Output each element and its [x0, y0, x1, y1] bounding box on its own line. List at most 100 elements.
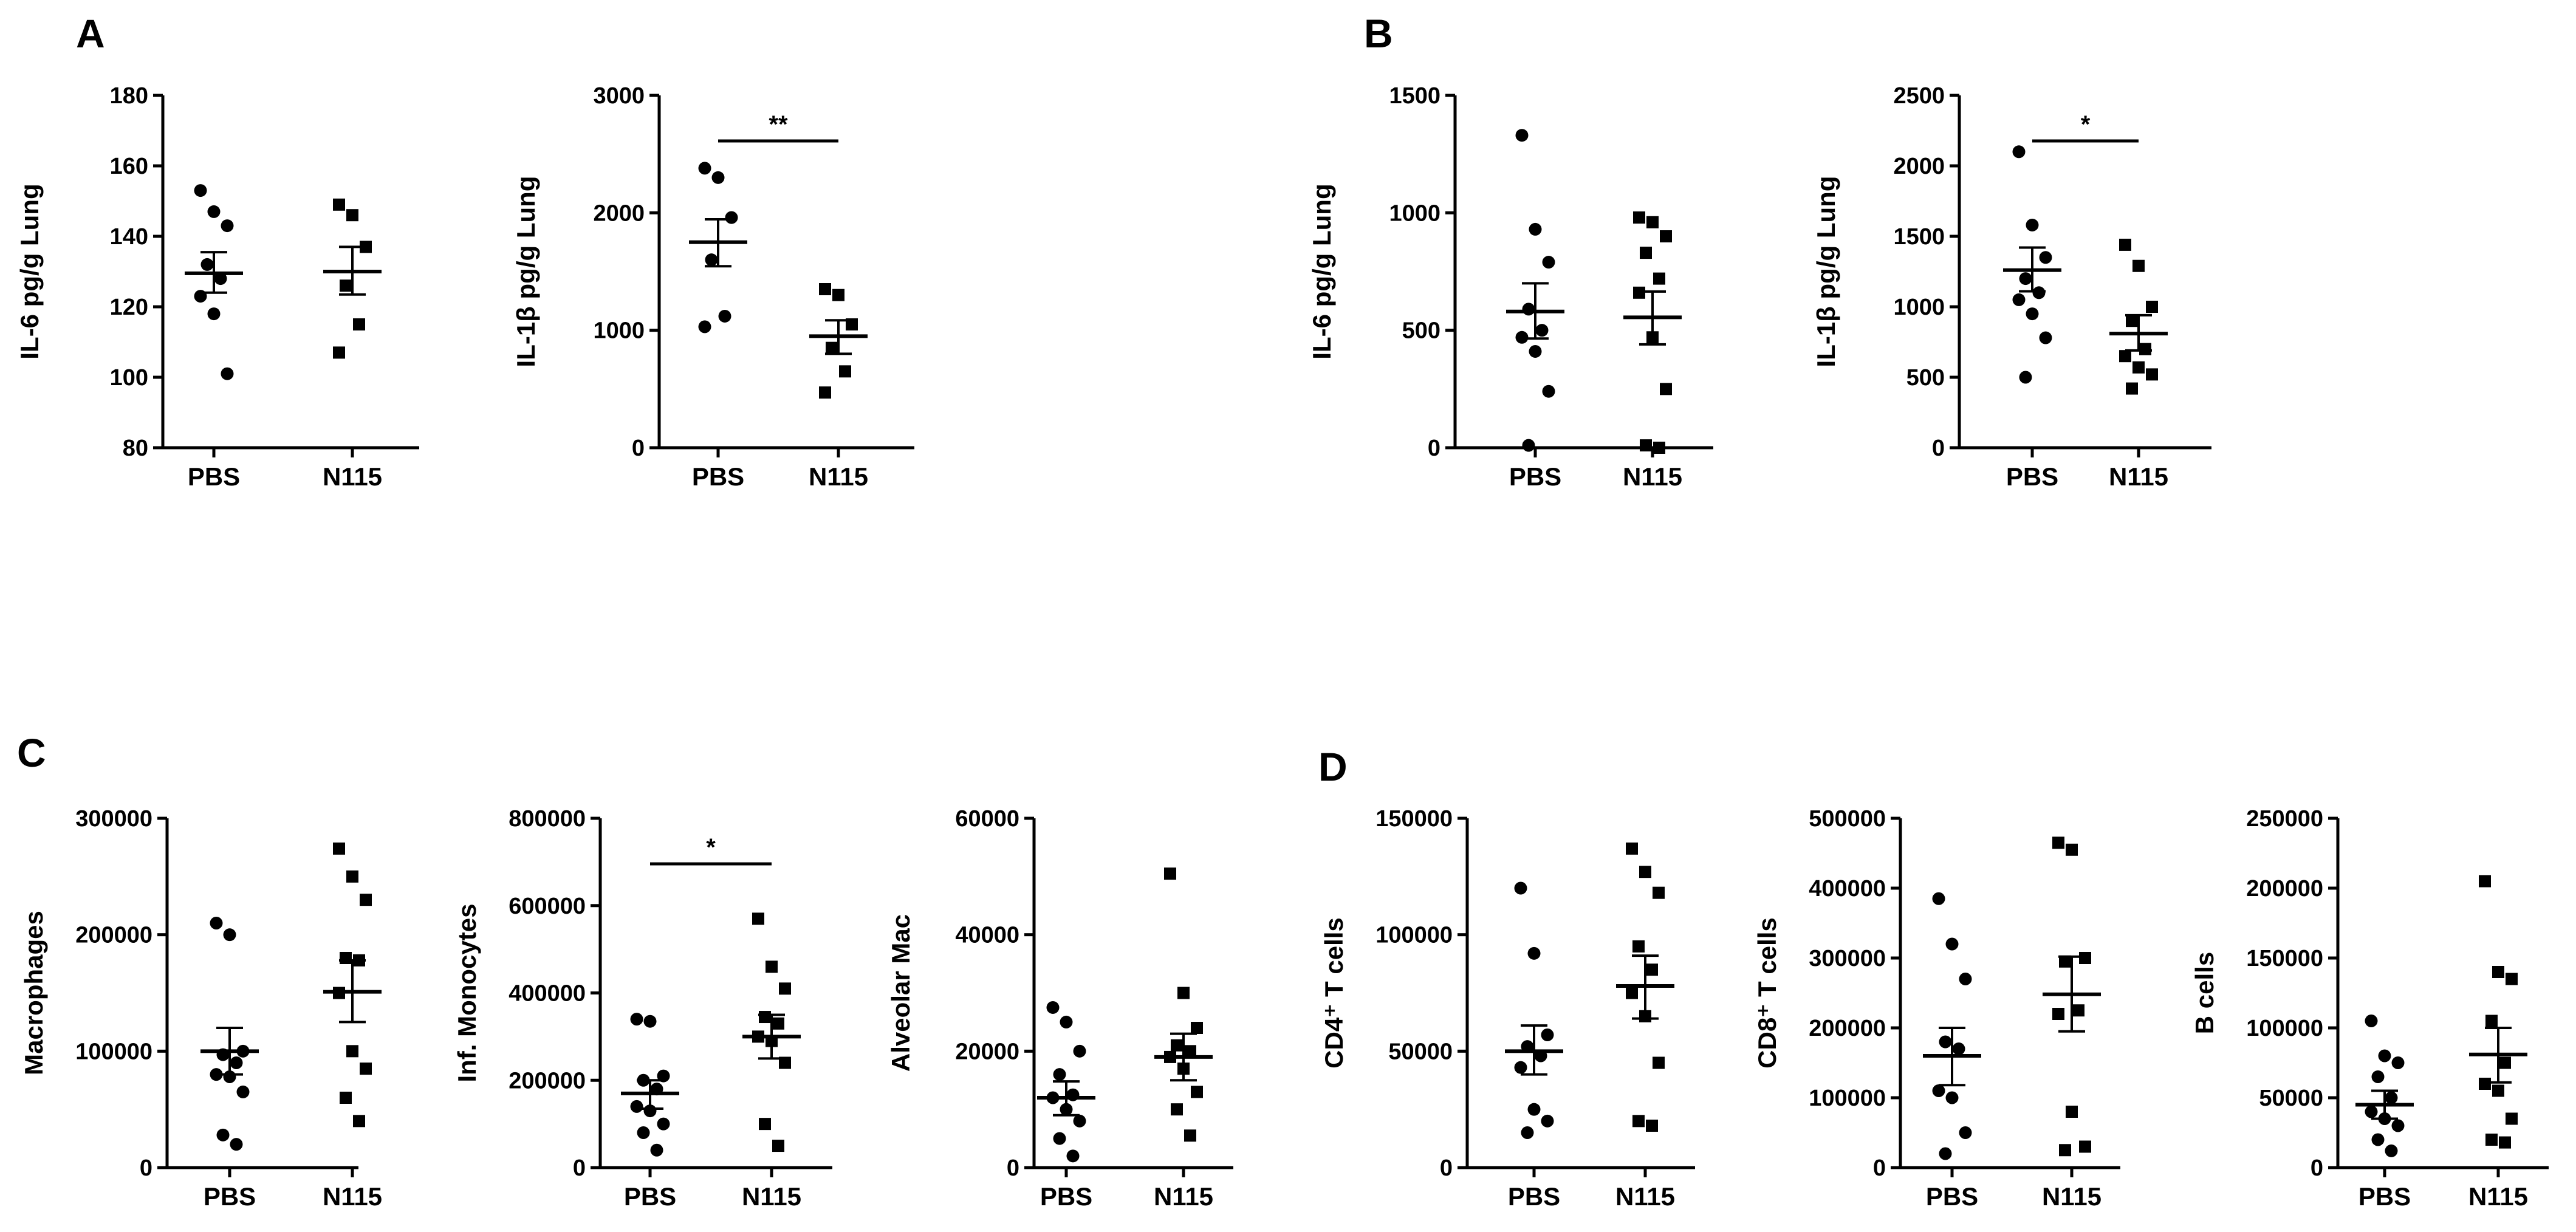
y-tick-label: 500: [1402, 318, 1440, 344]
data-point-square: [340, 279, 352, 292]
y-tick-label: 40000: [955, 923, 1019, 948]
data-point-circle: [2371, 1133, 2385, 1146]
data-point-circle: [2378, 1049, 2391, 1063]
y-tick-label: 1000: [593, 318, 645, 344]
data-point-square: [2146, 368, 2158, 381]
data-point-circle: [210, 917, 223, 929]
y-tick-label: 250000: [2246, 806, 2323, 832]
data-point-circle: [1959, 973, 1972, 985]
data-point-circle: [194, 184, 207, 197]
plots: 80 100 120 140 160 180 PBS N115 IL-6 pg/g Lung 0 1…: [15, 83, 2549, 1211]
data-point-circle: [1542, 385, 1555, 398]
data-point-square: [2506, 1112, 2518, 1125]
data-point-square: [2499, 1056, 2511, 1069]
significance-label: *: [2081, 111, 2091, 138]
data-point-square: [340, 1092, 352, 1104]
data-point-circle: [1053, 1132, 1066, 1145]
data-point-circle: [200, 258, 214, 271]
data-point-circle: [2012, 145, 2026, 159]
y-tick-label: 0: [632, 436, 645, 461]
data-point-circle: [230, 1056, 243, 1069]
panel-letter-c: C: [17, 730, 46, 775]
data-point-circle: [2385, 1144, 2398, 1157]
data-point-square: [766, 960, 778, 973]
data-point-circle: [207, 205, 221, 218]
data-point-square: [2146, 301, 2158, 313]
data-point-square: [1164, 868, 1176, 880]
data-point-square: [1626, 987, 1638, 999]
data-point-square: [1177, 987, 1190, 999]
data-point-square: [2072, 1004, 2084, 1017]
data-point-circle: [236, 1085, 250, 1098]
scatter-plot-8: 0 50000 100000 150000 PBS N115 CD4⁺ T cells: [1320, 806, 1695, 1211]
data-point-circle: [698, 320, 711, 334]
data-point-circle: [1527, 1103, 1541, 1116]
data-point-circle: [214, 272, 227, 286]
data-point-square: [1640, 439, 1652, 452]
data-point-circle: [221, 367, 234, 380]
scatter-plot-10: 0 50000 100000 150000 200000 250000 PBS N115 B c…: [2190, 806, 2549, 1211]
x-category-label: N115: [2042, 1182, 2102, 1211]
y-tick-label: 200000: [509, 1068, 586, 1093]
data-point-circle: [1514, 1061, 1527, 1074]
data-point-circle: [1522, 439, 1535, 452]
data-point-square: [1640, 247, 1652, 259]
data-point-square: [1660, 383, 1672, 395]
data-point-circle: [230, 1138, 243, 1151]
data-point-square: [759, 1118, 771, 1131]
data-point-square: [2059, 1144, 2071, 1157]
data-point-square: [1639, 866, 1651, 878]
y-tick-label: 200000: [75, 923, 152, 948]
data-point-circle: [1522, 303, 1535, 316]
y-tick-label: 100000: [1809, 1086, 1886, 1111]
data-point-circle: [1939, 1147, 1952, 1160]
data-point-square: [1171, 1103, 1183, 1116]
panel-letter-b: B: [1364, 11, 1393, 56]
data-point-square: [2119, 350, 2131, 363]
data-point-circle: [711, 171, 725, 184]
data-point-square: [2479, 1078, 2491, 1090]
x-category-label: N115: [1154, 1182, 1213, 1211]
data-point-square: [2485, 1134, 2498, 1146]
x-category-label: N115: [2109, 462, 2168, 491]
y-tick-label: 200000: [1809, 1016, 1886, 1041]
data-point-circle: [1945, 937, 1959, 951]
scatter-plot-7: 0 20000 40000 60000 PBS N115 Alveolar Mac: [886, 806, 1233, 1211]
data-point-square: [2506, 973, 2518, 985]
x-category-label: N115: [1615, 1182, 1675, 1211]
scatter-plot-1: 80 100 120 140 160 180 PBS N115 IL-6 pg/g Lung: [15, 83, 419, 491]
data-point-square: [779, 1056, 791, 1069]
data-point-circle: [1529, 344, 1542, 358]
data-point-square: [779, 982, 791, 995]
y-axis-label: IL-6 pg/g Lung: [1307, 183, 1336, 359]
data-point-square: [1184, 1045, 1196, 1058]
data-point-square: [1646, 963, 1658, 976]
data-point-square: [346, 870, 358, 883]
data-point-square: [360, 1063, 372, 1075]
data-point-circle: [2012, 293, 2026, 306]
data-point-square: [819, 283, 831, 295]
data-point-circle: [2026, 218, 2039, 231]
y-tick-label: 0: [1440, 1155, 1453, 1181]
data-point-circle: [1541, 1028, 1554, 1041]
scatter-plot-5: 0 100000 200000 300000 PBS N115 Macrophages: [19, 806, 382, 1211]
data-point-square: [346, 209, 358, 222]
x-category-label: PBS: [188, 462, 240, 491]
y-tick-label: 3000: [593, 83, 645, 109]
data-point-square: [1191, 1022, 1203, 1034]
y-tick-label: 0: [1007, 1155, 1019, 1181]
data-point-circle: [2019, 371, 2032, 384]
y-tick-label: 60000: [955, 806, 1019, 832]
data-point-square: [2079, 952, 2091, 964]
data-point-square: [1626, 842, 1638, 855]
data-point-circle: [2032, 286, 2046, 299]
data-point-circle: [1932, 1084, 1945, 1097]
y-axis-label: Macrophages: [19, 911, 48, 1075]
x-category-label: N115: [1623, 462, 1682, 491]
y-axis-label: Alveolar Mac: [886, 914, 915, 1072]
y-tick-label: 50000: [2259, 1086, 2323, 1111]
data-point-square: [832, 289, 844, 301]
data-point-square: [1632, 940, 1645, 953]
data-point-circle: [1060, 1015, 1073, 1028]
